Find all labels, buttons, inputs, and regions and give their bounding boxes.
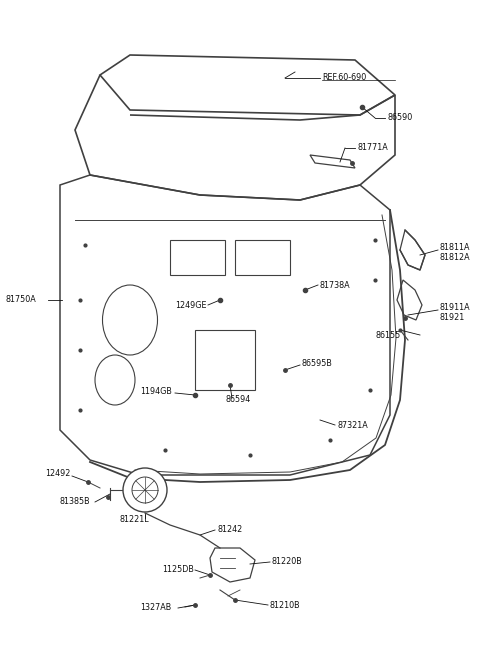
Text: 81750A: 81750A <box>6 295 37 305</box>
Text: 81210B: 81210B <box>270 601 300 610</box>
Text: 81921: 81921 <box>440 312 465 322</box>
Text: 1194GB: 1194GB <box>140 388 172 396</box>
Text: 81385B: 81385B <box>60 498 91 506</box>
Text: 86155: 86155 <box>375 331 400 339</box>
Text: 81242: 81242 <box>217 525 242 534</box>
Text: 1327AB: 1327AB <box>140 603 171 612</box>
Text: 87321A: 87321A <box>337 421 368 430</box>
Text: 81811A: 81811A <box>440 244 470 252</box>
Text: 81911A: 81911A <box>440 303 470 312</box>
Text: 81771A: 81771A <box>357 143 388 153</box>
Text: 86594: 86594 <box>225 396 250 405</box>
Text: 1249GE: 1249GE <box>175 301 206 310</box>
Text: 1125DB: 1125DB <box>162 565 194 574</box>
Text: 86590: 86590 <box>387 113 412 122</box>
Text: 81738A: 81738A <box>320 280 350 290</box>
Text: 86595B: 86595B <box>302 360 333 369</box>
Circle shape <box>123 468 167 512</box>
Text: 12492: 12492 <box>45 470 71 479</box>
Text: 81220B: 81220B <box>272 557 303 565</box>
Text: 81221L: 81221L <box>120 514 150 523</box>
Text: 81812A: 81812A <box>440 252 470 261</box>
Text: REF.60-690: REF.60-690 <box>322 73 366 81</box>
